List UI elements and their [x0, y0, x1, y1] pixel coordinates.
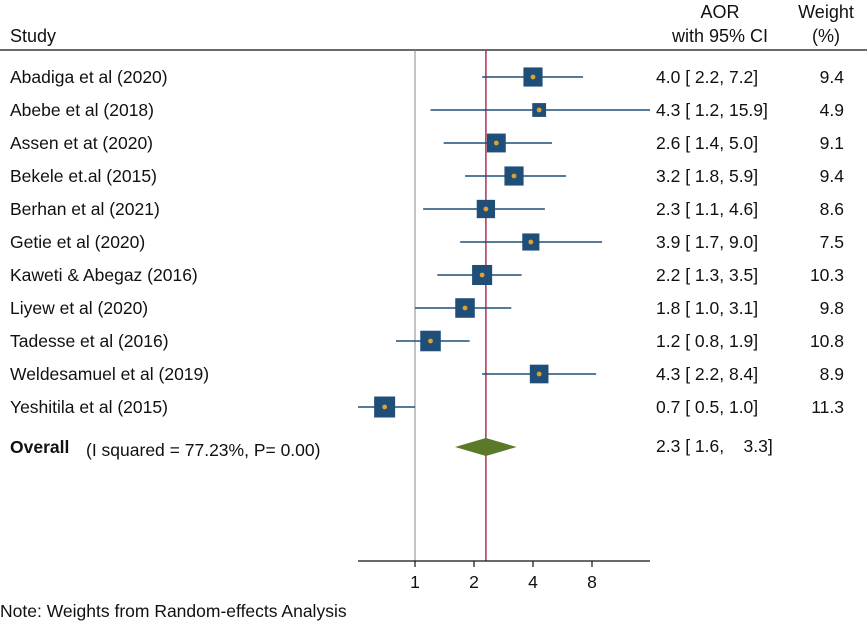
ci-text: 3.2 [ 1.8, 5.9]	[656, 166, 758, 186]
study-row: Kaweti & Abegaz (2016) 2.2 [ 1.3, 3.5] 10.…	[10, 264, 844, 286]
point-estimate	[528, 239, 534, 245]
study-row: Abadiga et al (2020) 4.0 [ 2.2, 7.2] 9.4	[10, 67, 844, 87]
study-label: Bekele et.al (2015)	[10, 166, 157, 186]
weight-text: 4.9	[820, 100, 844, 120]
overall-label: Overall	[10, 437, 69, 457]
ci-text: 4.0 [ 2.2, 7.2]	[656, 67, 758, 87]
study-row: Assen et at (2020) 2.6 [ 1.4, 5.0] 9.1	[10, 133, 844, 153]
point-estimate	[536, 371, 542, 377]
x-tick-label: 2	[469, 572, 479, 592]
weight-text: 9.1	[820, 133, 844, 153]
weight-text: 9.8	[820, 298, 844, 318]
ci-text: 2.2 [ 1.3, 3.5]	[656, 265, 758, 285]
point-estimate	[511, 173, 517, 179]
study-row: Bekele et.al (2015) 3.2 [ 1.8, 5.9] 9.4	[10, 166, 844, 186]
overall-stats: (I squared = 77.23%, P= 0.00)	[86, 440, 320, 460]
weight-header-line1: Weight	[798, 2, 854, 22]
effect-header-line2: with 95% CI	[671, 26, 768, 46]
study-label: Abebe et al (2018)	[10, 100, 154, 120]
point-estimate	[493, 140, 499, 146]
point-estimate	[530, 74, 536, 80]
point-estimate	[536, 107, 542, 113]
study-label: Liyew et al (2020)	[10, 298, 148, 318]
weight-text: 9.4	[820, 67, 845, 87]
point-estimate	[462, 305, 468, 311]
study-row: Yeshitila et al (2015) 0.7 [ 0.5, 1.0] 11.…	[10, 396, 844, 418]
study-label: Kaweti & Abegaz (2016)	[10, 265, 198, 285]
overall-diamond	[455, 438, 517, 456]
study-label: Getie et al (2020)	[10, 232, 145, 252]
ci-text: 1.2 [ 0.8, 1.9]	[656, 331, 758, 351]
study-label: Assen et at (2020)	[10, 133, 153, 153]
weight-text: 10.8	[810, 331, 844, 351]
point-estimate	[428, 338, 433, 344]
study-rows: Abadiga et al (2020) 4.0 [ 2.2, 7.2] 9.4Ab…	[10, 67, 844, 418]
footnote: Note: Weights from Random-effects Analys…	[0, 601, 347, 621]
x-tick-label: 8	[587, 572, 597, 592]
study-header: Study	[10, 26, 56, 46]
ci-text: 0.7 [ 0.5, 1.0]	[656, 397, 758, 417]
study-row: Weldesamuel et al (2019) 4.3 [ 2.2, 8.4] 8…	[10, 364, 844, 384]
study-row: Getie et al (2020) 3.9 [ 1.7, 9.0] 7.5	[10, 232, 844, 252]
x-axis-ticks: 1 2 4 8	[410, 561, 597, 592]
study-label: Tadesse et al (2016)	[10, 331, 169, 351]
ci-text: 2.3 [ 1.1, 4.6]	[656, 199, 758, 219]
overall-ci-text: 2.3 [ 1.6, 3.3]	[656, 436, 773, 456]
weight-text: 7.5	[820, 232, 844, 252]
ci-text: 4.3 [ 2.2, 8.4]	[656, 364, 758, 384]
weight-text: 8.9	[820, 364, 844, 384]
study-row: Berhan et al (2021) 2.3 [ 1.1, 4.6] 8.6	[10, 199, 844, 219]
x-tick-label: 1	[410, 572, 420, 592]
study-row: Liyew et al (2020) 1.8 [ 1.0, 3.1] 9.8	[10, 298, 844, 318]
x-tick-label: 4	[528, 572, 538, 592]
weight-text: 9.4	[820, 166, 845, 186]
weight-text: 8.6	[820, 199, 844, 219]
ci-text: 2.6 [ 1.4, 5.0]	[656, 133, 758, 153]
study-label: Weldesamuel et al (2019)	[10, 364, 209, 384]
study-row: Abebe et al (2018) 4.3 [ 1.2, 15.9] 4.9	[10, 100, 844, 120]
point-estimate	[479, 272, 485, 278]
ci-text: 1.8 [ 1.0, 3.1]	[656, 298, 758, 318]
ci-text: 3.9 [ 1.7, 9.0]	[656, 232, 758, 252]
weight-text: 11.3	[811, 397, 844, 417]
study-label: Berhan et al (2021)	[10, 199, 160, 219]
point-estimate	[483, 206, 489, 212]
point-estimate	[382, 404, 388, 410]
weight-header-line2: (%)	[812, 26, 840, 46]
effect-header-line1: AOR	[700, 2, 739, 22]
weight-text: 10.3	[810, 265, 844, 285]
study-label: Abadiga et al (2020)	[10, 67, 168, 87]
ci-text: 4.3 [ 1.2, 15.9]	[656, 100, 768, 120]
study-label: Yeshitila et al (2015)	[10, 397, 168, 417]
study-row: Tadesse et al (2016) 1.2 [ 0.8, 1.9] 10.8	[10, 330, 844, 352]
